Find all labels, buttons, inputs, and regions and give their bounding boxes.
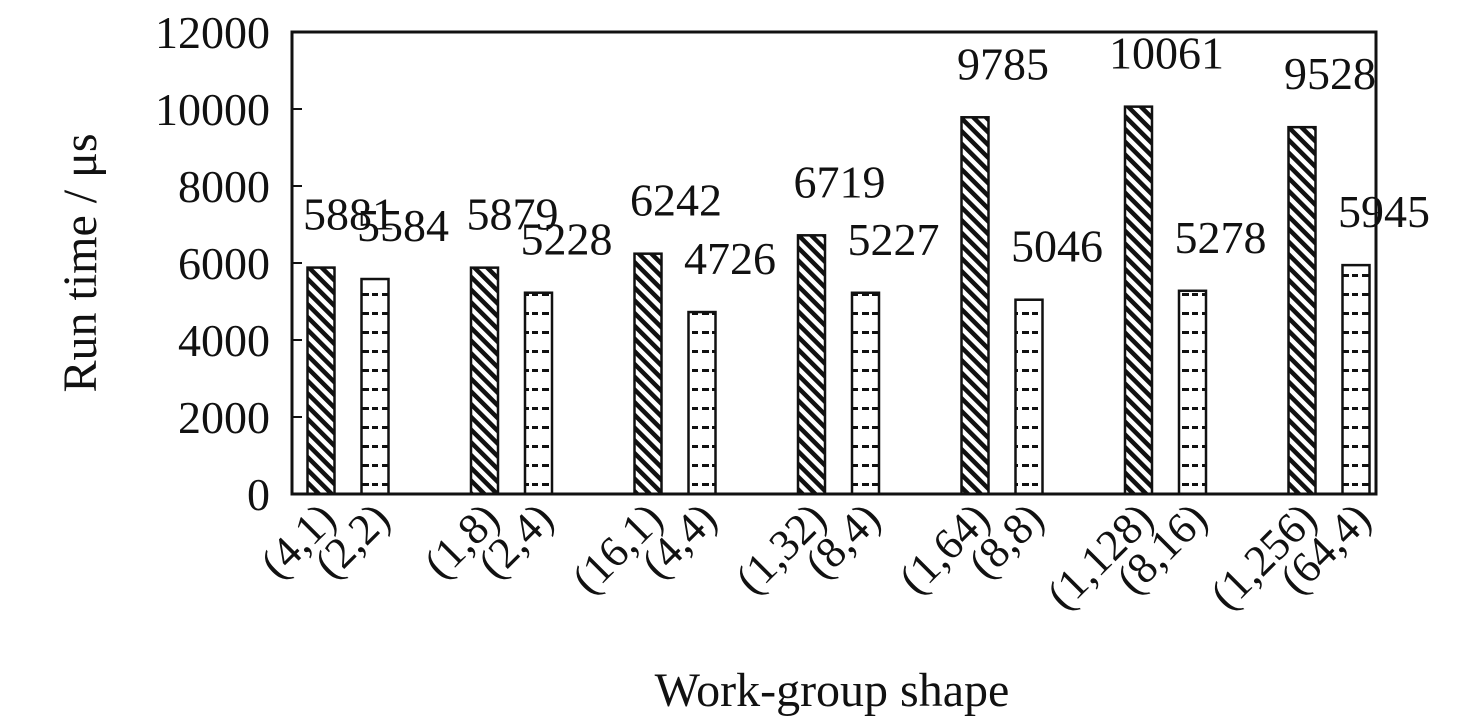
data-label: 9528: [1284, 48, 1376, 99]
y-axis-title: Run time / μs: [54, 133, 107, 392]
bar: [796, 234, 827, 496]
data-label: 4726: [684, 233, 776, 284]
data-label: 5879: [467, 189, 559, 240]
bar: [360, 277, 390, 496]
data-label: 6719: [794, 156, 886, 207]
bar: [687, 310, 717, 496]
y-tick-label: 6000: [178, 238, 270, 289]
bar: [1014, 298, 1044, 496]
x-axis: (4,1)(2,2) (1,8)(2,4) (16,1)(4,4) (1,32)(8,…: [251, 494, 1380, 619]
bar: [1341, 263, 1371, 496]
y-tick-label: 12000: [155, 7, 270, 58]
data-label: 5228: [521, 214, 613, 265]
bar: [1177, 289, 1208, 496]
data-label: 5584: [357, 200, 449, 251]
data-label: 5227: [848, 214, 940, 265]
y-tick-label: 8000: [178, 161, 270, 212]
y-tick-label: 10000: [155, 84, 270, 135]
bar: [850, 291, 881, 496]
y-tick-label: 4000: [178, 315, 270, 366]
data-label: 5945: [1338, 186, 1430, 237]
bar: [469, 266, 500, 496]
y-axis: 0 2000 4000 6000 8000 10000 12000: [155, 7, 302, 520]
data-label: 5046: [1011, 221, 1103, 272]
x-axis-title: Work-group shape: [655, 664, 1010, 717]
bar: [1123, 105, 1154, 496]
data-label: 5278: [1175, 212, 1267, 263]
y-tick-label: 2000: [178, 392, 270, 443]
bar: [1287, 125, 1317, 496]
data-label: 5881: [303, 189, 395, 240]
bar: [523, 291, 554, 496]
bar: [306, 266, 336, 496]
data-label: 9785: [957, 38, 1049, 89]
data-label: 10061: [1109, 28, 1224, 79]
data-label: 6242: [630, 175, 722, 226]
y-tick-label: 0: [247, 469, 270, 520]
bar: [960, 116, 990, 496]
plot-frame: [290, 30, 1378, 496]
bar: [633, 252, 663, 496]
